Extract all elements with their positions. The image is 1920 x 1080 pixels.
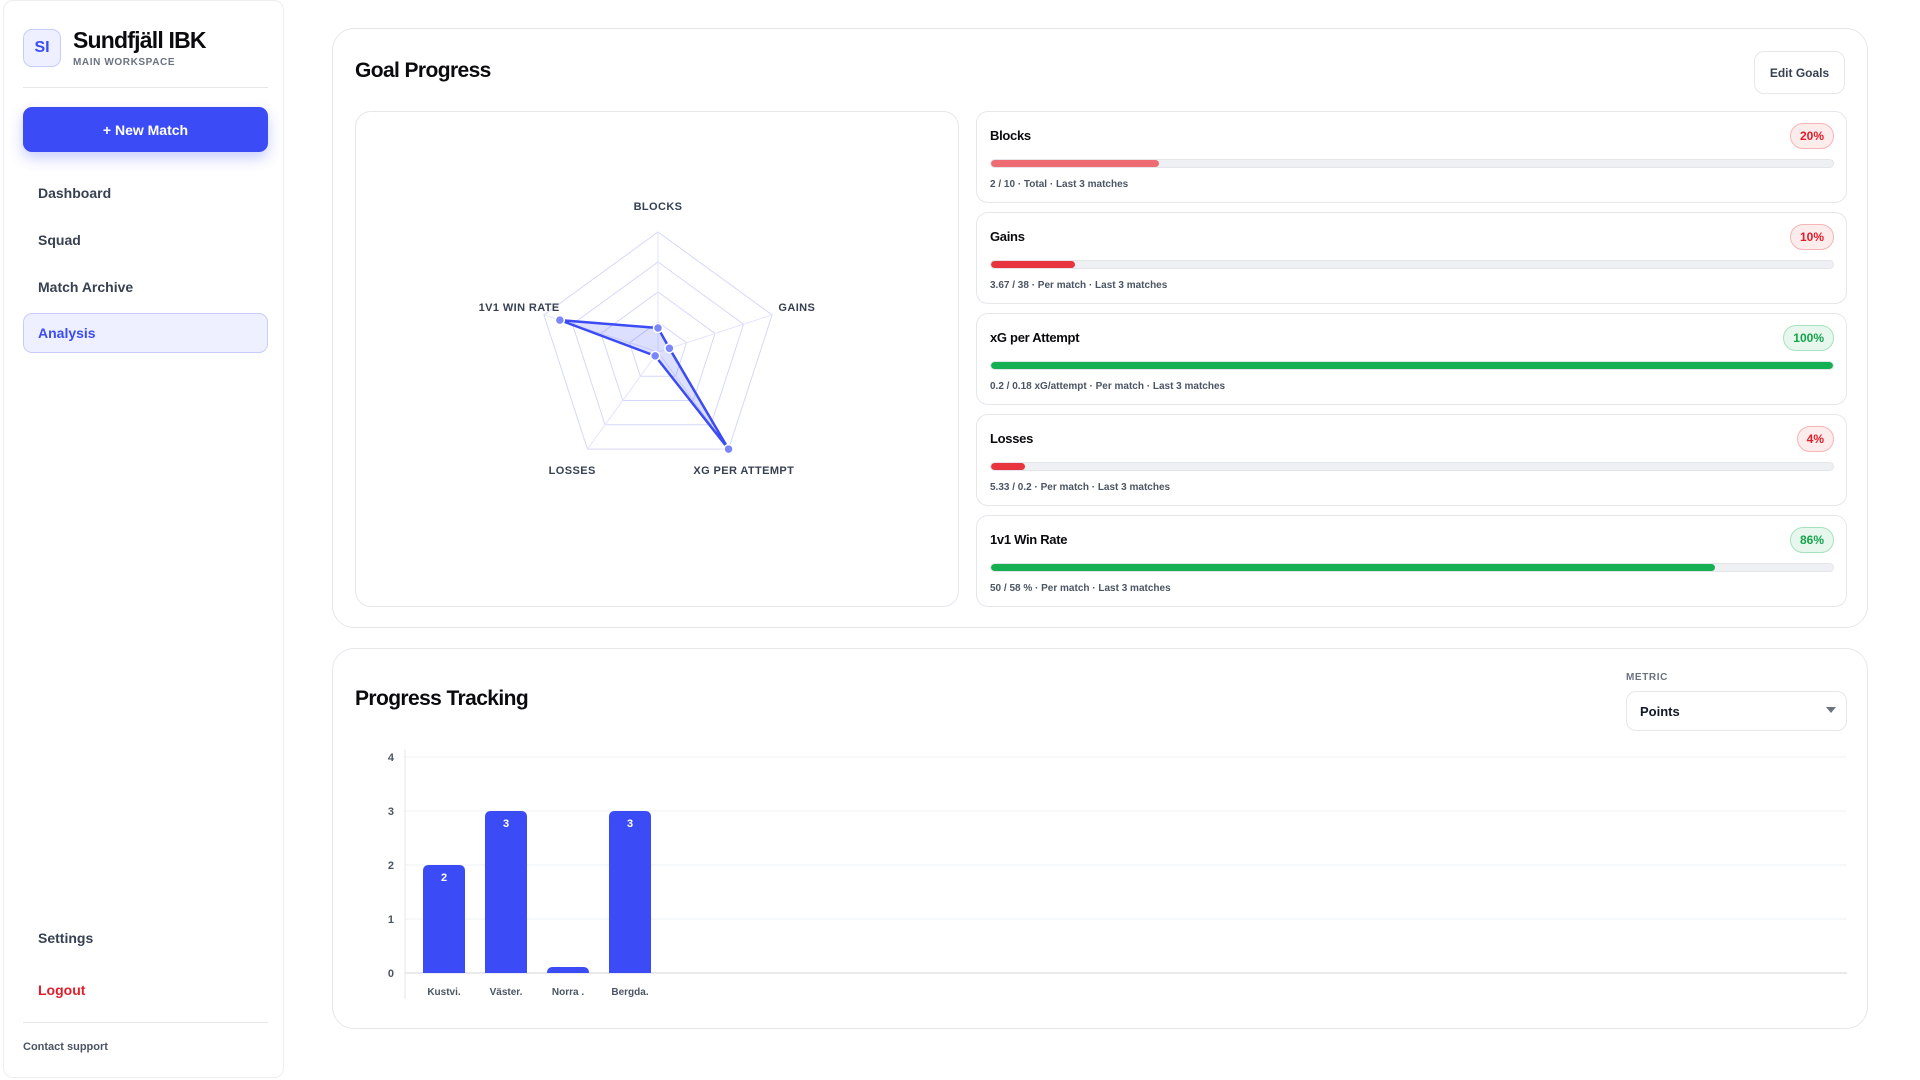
radar-point <box>554 314 566 326</box>
y-tick-label: 3 <box>388 806 394 818</box>
goal-detail: 5.33 / 0.2 · Per match · Last 3 matches <box>990 482 1171 493</box>
goal-name: Blocks <box>990 128 1031 143</box>
goal-row: Losses 4% 5.33 / 0.2 · Per match · Last 3 … <box>976 414 1847 506</box>
radar-grid-ring <box>600 291 716 402</box>
goal-progress-title: Goal Progress <box>355 59 491 82</box>
goal-detail: 50 / 58 % · Per match · Last 3 matches <box>990 583 1171 594</box>
goal-percent-badge: 86% <box>1789 527 1834 553</box>
x-tick-label: Väster. <box>490 987 523 998</box>
y-tick-label: 2 <box>388 860 394 872</box>
goal-progress-bar <box>990 159 1834 168</box>
goal-progress-bar <box>990 361 1834 370</box>
brand: SI Sundfjäll IBK MAIN WORKSPACE <box>23 27 207 68</box>
logout-button[interactable]: Logout <box>38 982 86 998</box>
goal-row: 1v1 Win Rate 86% 50 / 58 % · Per match · L… <box>976 515 1847 607</box>
radar-series-area <box>558 318 730 451</box>
chart-bar <box>423 865 465 973</box>
goal-row: Gains 10% 3.67 / 38 · Per match · Last 3 m… <box>976 212 1847 304</box>
goal-name: Losses <box>990 431 1034 446</box>
team-name: Sundfjäll IBK <box>73 27 207 53</box>
goal-progress-fill <box>991 463 1025 470</box>
radar-axis-line <box>657 314 773 353</box>
goal-percent-badge: 100% <box>1783 325 1834 351</box>
metric-select-value: Points <box>1640 703 1680 719</box>
new-match-button[interactable]: + New Match <box>23 107 268 152</box>
radar-grid-ring <box>628 321 688 377</box>
radar-axis-label: GAINS <box>778 302 815 314</box>
radar-axis-label: BLOCKS <box>634 201 683 213</box>
radar-point <box>652 322 664 334</box>
goal-detail: 0.2 / 0.18 xG/attempt · Per match · Last… <box>990 381 1226 392</box>
goal-percent-badge: 10% <box>1789 224 1834 250</box>
goal-percent-badge: 20% <box>1789 123 1834 149</box>
radar-axis-line <box>587 351 659 450</box>
bar-data-label: 2 <box>441 872 447 884</box>
progress-tracking-card: Progress Tracking METRIC Points 0 1 2 3 4 2 Ku… <box>332 648 1868 1029</box>
bar-data-label: 3 <box>627 818 633 830</box>
chevron-down-icon <box>1826 707 1836 713</box>
goal-progress-bar <box>990 563 1834 572</box>
chart-bar <box>609 811 651 973</box>
brand-divider <box>23 87 268 88</box>
goal-row: Blocks 20% 2 / 10 · Total · Last 3 matches <box>976 111 1847 203</box>
sidebar: SI Sundfjäll IBK MAIN WORKSPACE + New Ma… <box>3 0 284 1078</box>
nav-item-match-archive[interactable]: Match Archive <box>38 279 134 295</box>
radar-axis-label: 1V1 WIN RATE <box>479 302 560 314</box>
contact-support-link[interactable]: Contact support <box>23 1041 108 1053</box>
radar-svg: BLOCKS GAINS XG PER ATTEMPT LOSSES 1V1 WIN R… <box>479 201 815 477</box>
goal-progress-fill <box>991 564 1716 571</box>
goal-name: Gains <box>990 229 1025 244</box>
goal-row: xG per Attempt 100% 0.2 / 0.18 xG/attempt … <box>976 313 1847 405</box>
nav-item-dashboard[interactable]: Dashboard <box>38 185 112 201</box>
goal-progress-fill <box>991 261 1076 268</box>
x-tick-label: Bergda. <box>611 987 648 998</box>
goal-percent-badge: 4% <box>1796 426 1834 452</box>
radar-grid-ring <box>543 231 773 450</box>
goal-detail: 3.67 / 38 · Per match · Last 3 matches <box>990 280 1168 291</box>
radar-axis-label: XG PER ATTEMPT <box>693 465 794 477</box>
goal-progress-fill <box>991 160 1160 167</box>
goal-progress-card: Goal Progress Edit Goals BLOCKS GAINS XG P… <box>332 28 1868 628</box>
goal-name: xG per Attempt <box>990 330 1080 345</box>
goal-name: 1v1 Win Rate <box>990 532 1068 547</box>
nav-item-analysis[interactable]: Analysis <box>23 313 268 353</box>
edit-goals-button[interactable]: Edit Goals <box>1754 51 1845 94</box>
radar-chart: BLOCKS GAINS XG PER ATTEMPT LOSSES 1V1 WIN R… <box>355 111 959 607</box>
chart-bar <box>547 967 589 973</box>
radar-point <box>649 350 661 362</box>
chart-bar <box>485 811 527 973</box>
nav-item-settings[interactable]: Settings <box>38 930 94 946</box>
progress-tracking-title: Progress Tracking <box>355 687 529 710</box>
y-tick-label: 1 <box>388 914 394 926</box>
metric-label: METRIC <box>1626 672 1668 683</box>
bar-chart: 0 1 2 3 4 2 Kustvi. 3 Väster. Norra . 3 Bergda. <box>388 749 1847 999</box>
footer-divider <box>23 1022 268 1023</box>
goal-progress-bar <box>990 462 1834 471</box>
nav-item-squad[interactable]: Squad <box>38 232 81 248</box>
radar-grid-ring <box>571 261 745 426</box>
y-tick-label: 4 <box>388 752 395 764</box>
goal-progress-fill <box>991 362 1833 369</box>
team-logo: SI <box>23 28 61 67</box>
radar-point <box>664 343 675 354</box>
bar-data-label: 3 <box>503 818 509 830</box>
y-tick-label: 0 <box>388 968 394 980</box>
goal-progress-bar <box>990 260 1834 269</box>
x-tick-label: Kustvi. <box>427 987 461 998</box>
radar-axis-label: LOSSES <box>549 465 596 477</box>
metric-select[interactable]: Points <box>1626 691 1847 731</box>
goal-detail: 2 / 10 · Total · Last 3 matches <box>990 179 1129 190</box>
radar-point <box>723 443 734 455</box>
x-tick-label: Norra . <box>552 987 584 998</box>
workspace-label: MAIN WORKSPACE <box>73 57 176 68</box>
